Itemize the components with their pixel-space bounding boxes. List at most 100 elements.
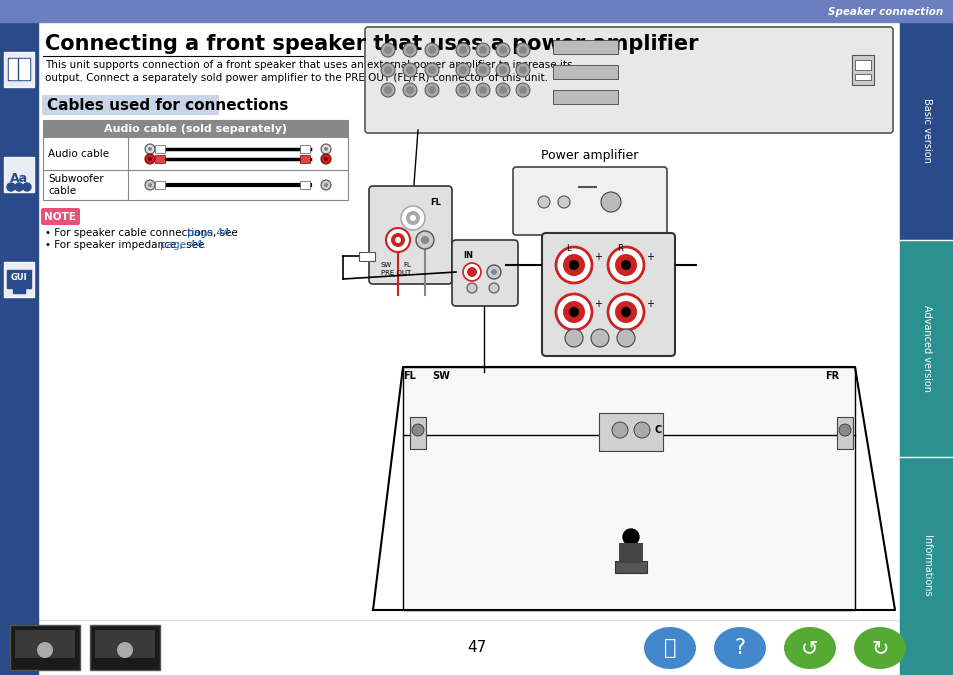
Text: GUI: GUI: [10, 273, 28, 283]
Circle shape: [478, 86, 486, 94]
Bar: [836, 417, 852, 449]
Circle shape: [615, 254, 637, 276]
Text: This unit supports connection of a front speaker that uses an external power amp: This unit supports connection of a front…: [45, 60, 572, 83]
Text: Subwoofer
cable: Subwoofer cable: [48, 173, 104, 196]
Circle shape: [562, 254, 584, 276]
Bar: [15, 630, 75, 658]
Circle shape: [424, 43, 438, 57]
Circle shape: [496, 43, 510, 57]
Circle shape: [420, 236, 429, 244]
Text: +: +: [645, 252, 654, 262]
Text: FL: FL: [403, 371, 416, 381]
Text: FL: FL: [430, 198, 441, 207]
Bar: [854, 74, 870, 80]
Circle shape: [148, 183, 152, 187]
Ellipse shape: [783, 627, 835, 669]
Circle shape: [384, 46, 392, 54]
Circle shape: [391, 233, 405, 247]
Text: 📖: 📖: [663, 638, 676, 658]
Circle shape: [556, 247, 592, 283]
FancyBboxPatch shape: [41, 208, 80, 225]
Text: Aa: Aa: [10, 173, 28, 186]
Circle shape: [516, 43, 530, 57]
Text: • For speaker impedance , see: • For speaker impedance , see: [45, 240, 208, 250]
Circle shape: [428, 86, 436, 94]
Circle shape: [612, 422, 627, 438]
Circle shape: [384, 86, 392, 94]
Circle shape: [406, 66, 414, 74]
Bar: [299, 145, 310, 153]
Circle shape: [537, 196, 550, 208]
Circle shape: [491, 269, 497, 275]
Ellipse shape: [853, 627, 905, 669]
Text: Advanced version: Advanced version: [921, 305, 931, 392]
Text: R: R: [617, 244, 622, 253]
Text: Informations: Informations: [921, 535, 931, 597]
Circle shape: [620, 260, 630, 270]
Bar: [95, 630, 154, 658]
Text: +: +: [594, 299, 601, 309]
Circle shape: [562, 301, 584, 323]
Circle shape: [456, 63, 470, 77]
Text: ↺: ↺: [801, 638, 818, 658]
Bar: [299, 155, 310, 163]
Circle shape: [458, 66, 467, 74]
Text: Power amplifier: Power amplifier: [540, 149, 638, 162]
Bar: [402, 367, 854, 610]
Circle shape: [402, 43, 416, 57]
Circle shape: [617, 329, 635, 347]
Circle shape: [402, 63, 416, 77]
FancyBboxPatch shape: [541, 233, 675, 356]
Bar: [410, 417, 426, 449]
Circle shape: [568, 260, 578, 270]
Circle shape: [15, 183, 23, 191]
Circle shape: [320, 154, 331, 164]
Circle shape: [564, 329, 582, 347]
Circle shape: [498, 86, 506, 94]
Text: PRE OUT: PRE OUT: [380, 270, 411, 276]
Bar: [20, 59, 29, 79]
Text: +: +: [645, 299, 654, 309]
Circle shape: [568, 307, 578, 317]
Circle shape: [320, 180, 331, 190]
Circle shape: [467, 283, 476, 293]
Text: C: C: [655, 425, 661, 435]
Bar: [899, 240, 953, 458]
Bar: [43, 120, 348, 138]
Circle shape: [516, 63, 530, 77]
Text: Audio cable: Audio cable: [48, 149, 109, 159]
Bar: [10, 625, 80, 670]
Circle shape: [145, 180, 154, 190]
Circle shape: [406, 86, 414, 94]
Bar: [553, 90, 618, 104]
FancyBboxPatch shape: [452, 240, 517, 306]
Text: Speaker connection: Speaker connection: [827, 7, 943, 17]
Circle shape: [320, 144, 331, 154]
Bar: [899, 22, 953, 240]
Circle shape: [467, 267, 476, 277]
Bar: [4, 262, 34, 297]
Bar: [0, 22, 38, 675]
Text: FL: FL: [402, 262, 411, 268]
Circle shape: [600, 192, 620, 212]
Text: page 44.: page 44.: [160, 240, 206, 250]
Text: NOTE: NOTE: [44, 212, 76, 222]
Circle shape: [486, 265, 500, 279]
Circle shape: [384, 66, 392, 74]
Circle shape: [476, 83, 490, 97]
Text: L: L: [565, 244, 570, 253]
Circle shape: [558, 196, 569, 208]
Circle shape: [380, 63, 395, 77]
Text: FR: FR: [824, 371, 839, 381]
Circle shape: [416, 231, 434, 249]
Bar: [7, 270, 30, 288]
Bar: [899, 458, 953, 675]
Text: ↻: ↻: [870, 638, 888, 658]
Circle shape: [117, 642, 132, 658]
Circle shape: [406, 46, 414, 54]
Circle shape: [23, 183, 30, 191]
Circle shape: [406, 211, 419, 225]
Bar: [299, 181, 310, 189]
Circle shape: [456, 43, 470, 57]
Circle shape: [462, 263, 480, 281]
